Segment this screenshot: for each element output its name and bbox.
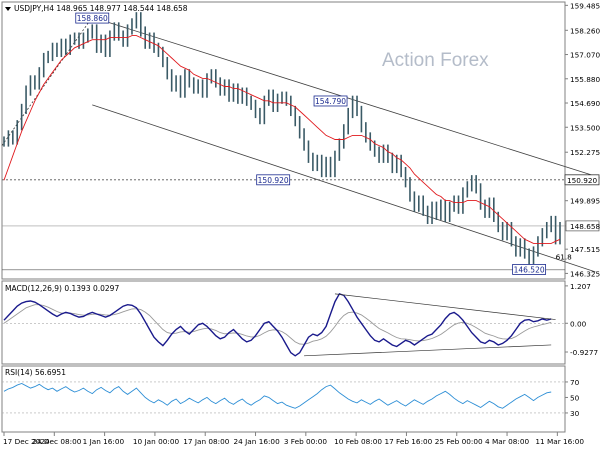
level-line-label: 150.920 [567, 176, 598, 185]
price-axis-label: 152.275 [570, 148, 600, 157]
time-axis-label: 11 Mar 16:00 [535, 437, 584, 446]
level-line-label-box [564, 174, 600, 186]
price-axis-label: 146.325 [570, 269, 600, 278]
price-axis-label: 158.260 [570, 26, 600, 35]
rsi-axis-label: 50 [570, 393, 580, 402]
price-label-box: 154.790 [313, 95, 348, 107]
price-panel-frame [1, 1, 566, 280]
macd-lower-trend-line [304, 344, 552, 357]
macd-axis-label: 1.207 [570, 282, 591, 291]
price-label-border [512, 264, 547, 275]
price-label-border [256, 174, 291, 186]
price-label-border [313, 95, 348, 107]
rsi-layer [2, 381, 565, 414]
price-axis-label: 147.515 [570, 245, 600, 254]
time-axis-label: 24 Dec 08:00 [32, 437, 81, 446]
moving-average-line [3, 35, 561, 244]
price-label-text: 146.520 [514, 265, 545, 274]
macd-layer [2, 292, 565, 357]
time-axis-label: 10 Feb 08:00 [334, 437, 382, 446]
price-label-text: 158.860 [77, 14, 108, 23]
macd-line [3, 292, 552, 357]
price-axis-label: 159.485 [570, 1, 600, 10]
macd-panel-frame [1, 280, 566, 365]
price-header: USDJPY,H4 148.965 148.977 148.544 148.65… [5, 4, 188, 13]
price-axis-label: 155.880 [570, 75, 600, 84]
time-axis-label: 4 Mar 08:00 [485, 437, 529, 446]
price-header-text: USDJPY,H4 148.965 148.977 148.544 148.65… [14, 4, 188, 13]
watermark: Action Forex [382, 50, 489, 71]
axis-layer: 159.485 158.260 157.070 155.880 154.690 153.5… [3, 1, 600, 446]
macd-upper-trend-line [334, 293, 556, 320]
time-axis-label: 25 Feb 00:00 [435, 437, 483, 446]
rsi-panel-frame [1, 365, 566, 433]
price-label-text: 154.790 [315, 97, 346, 106]
price-label-text: 150.920 [258, 176, 289, 185]
macd-signal-line [3, 304, 552, 345]
rsi-header-text: RSI(14) 56.6951 [5, 368, 66, 377]
time-axis-label: 17 Feb 16:00 [384, 437, 432, 446]
macd-axis-label: -0.9277 [570, 348, 599, 357]
price-axis-label: 154.690 [570, 99, 600, 108]
time-axis-label: 1 Jan 16:00 [83, 437, 125, 446]
rsi-axis-label: 70 [570, 378, 580, 387]
dropdown-arrow-icon [5, 7, 11, 11]
rsi-line [3, 383, 552, 409]
time-axis-label: 17 Jan 08:00 [183, 437, 230, 446]
price-axis-label: 153.500 [570, 123, 600, 132]
price-label-border [75, 12, 110, 24]
macd-header-text: MACD(12,26,9) 0.1393 0.0297 [5, 284, 119, 293]
price-label-box: 158.860 [75, 12, 110, 24]
price-label-box: 150.920 [256, 174, 291, 186]
price-axis-label: 148.658 [570, 222, 600, 231]
macd-axis-label: 0.00 [570, 319, 587, 328]
price-layer: 158.860 154.790 150.920 146.520 61.8 [1, 12, 596, 275]
time-axis-label: 10 Jan 00:00 [133, 437, 180, 446]
price-axis-label: 157.070 [570, 51, 600, 60]
price-axis-highlight [565, 220, 600, 232]
fib-label: 61.8 [556, 253, 573, 262]
rsi-axis-label: 30 [570, 409, 580, 418]
price-axis-label: 149.895 [570, 197, 600, 206]
price-label-box: 146.520 [512, 264, 547, 275]
time-axis-label: 24 Jan 16:00 [234, 437, 281, 446]
time-axis-label: 3 Feb 00:00 [284, 437, 328, 446]
time-axis-label: 17 Dec 2024 [3, 437, 50, 446]
